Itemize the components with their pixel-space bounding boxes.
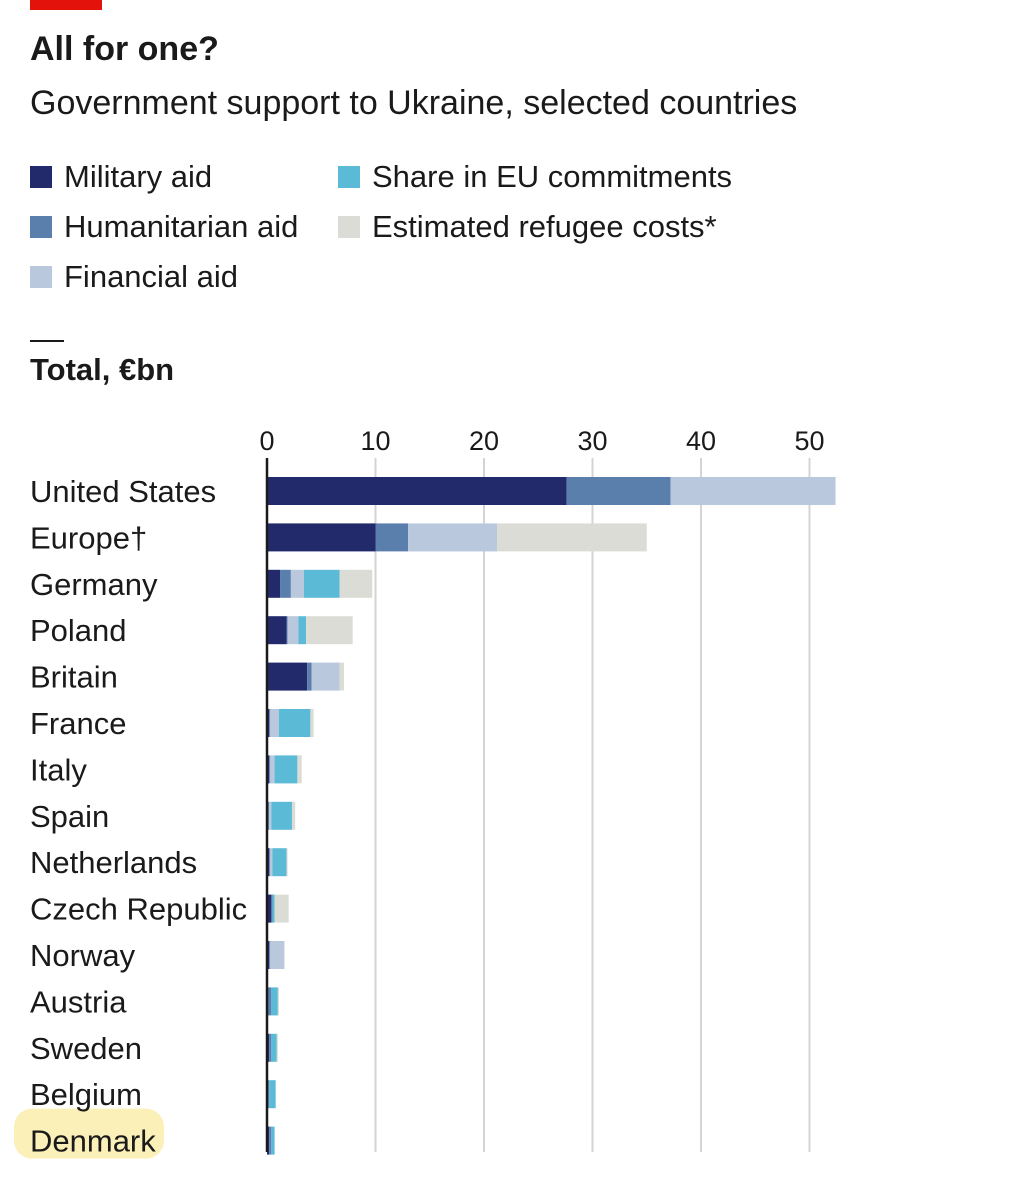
bar-segment-share-in-eu-commitments: [271, 987, 278, 1016]
legend-item-military: Military aid: [30, 157, 212, 197]
bar-segment-humanitarian-aid: [269, 755, 271, 784]
bar-segment-share-in-eu-commitments: [271, 1126, 275, 1155]
bar-segment-humanitarian-aid: [269, 848, 271, 877]
bar-segment-humanitarian-aid: [267, 987, 272, 1016]
bar-segment-estimated-refugee-costs: [310, 709, 314, 737]
category-label: Czech Republic: [30, 892, 247, 927]
x-tick-label-0: 0: [259, 426, 274, 456]
bar-segment-humanitarian-aid: [268, 801, 270, 830]
bar-segment-estimated-refugee-costs: [274, 894, 289, 923]
bar-segment-share-in-eu-commitments: [303, 569, 340, 598]
bar-segment-humanitarian-aid: [280, 569, 291, 598]
bar-segment-estimated-refugee-costs: [276, 1033, 278, 1062]
bar-segment-financial-aid: [270, 941, 285, 969]
bar-segment-estimated-refugee-costs: [286, 848, 288, 877]
category-label: Spain: [30, 799, 109, 834]
bar-segment-estimated-refugee-costs: [306, 616, 353, 645]
bar-segment-share-in-eu-commitments: [272, 848, 287, 877]
category-label: Europe†: [30, 520, 147, 555]
category-label: Germany: [30, 567, 158, 602]
bar-segment-financial-aid: [408, 523, 498, 552]
legend-label-financial: Financial aid: [64, 259, 239, 294]
x-tick-label-10: 10: [360, 426, 390, 456]
bar-segment-humanitarian-aid: [269, 709, 271, 737]
category-label: United States: [30, 474, 216, 509]
brand-red-bar: [30, 0, 102, 10]
category-label: Belgium: [30, 1077, 142, 1112]
category-label: Denmark: [30, 1124, 156, 1159]
bar-segment-share-in-eu-commitments: [272, 894, 275, 923]
bar-segment-military-aid: [267, 569, 281, 598]
bar-segment-financial-aid: [670, 477, 836, 505]
unit-label: Total, €bn: [30, 352, 175, 387]
bar-segment-financial-aid: [270, 848, 273, 877]
x-tick-label-40: 40: [686, 426, 716, 456]
highlight-denmark: [14, 1108, 164, 1159]
chart-title: All for one?: [30, 30, 219, 68]
legend-label-military: Military aid: [64, 159, 213, 194]
bar-segment-military-aid: [267, 616, 287, 645]
category-label: Italy: [30, 752, 87, 787]
bar-segment-share-in-eu-commitments: [269, 1080, 276, 1109]
bar-segment-humanitarian-aid: [268, 1080, 270, 1109]
bar-segment-military-aid: [267, 523, 376, 552]
bar-segment-financial-aid: [270, 755, 275, 784]
bar-segment-estimated-refugee-costs: [297, 755, 302, 784]
bar-segment-share-in-eu-commitments: [298, 616, 307, 645]
bar-segment-military-aid: [267, 894, 272, 923]
category-label: Britain: [30, 660, 118, 695]
bar-segment-humanitarian-aid: [269, 1033, 272, 1062]
legend-swatch-humanitarian: [30, 216, 52, 238]
bar-segment-share-in-eu-commitments: [271, 1033, 277, 1062]
bar-segment-financial-aid: [269, 801, 272, 830]
legend-swatch-military: [30, 166, 52, 188]
bar-segment-financial-aid: [290, 569, 304, 598]
x-tick-label-50: 50: [794, 426, 824, 456]
bar-segment-humanitarian-aid: [307, 662, 312, 691]
legend-item-eu-share: Share in EU commitments: [338, 157, 732, 197]
x-tick-label-30: 30: [577, 426, 607, 456]
bar-segment-estimated-refugee-costs: [497, 523, 647, 552]
bar-segment-humanitarian-aid: [269, 1126, 272, 1155]
legend-label-refugee: Estimated refugee costs*: [372, 209, 717, 244]
legend-item-humanitarian: Humanitarian aid: [30, 207, 298, 247]
bar-segment-military-aid: [267, 662, 308, 691]
category-label: Poland: [30, 613, 127, 648]
category-label: Sweden: [30, 1031, 142, 1066]
bar-segment-humanitarian-aid: [375, 523, 409, 552]
chart-subtitle: Government support to Ukraine, selected …: [30, 84, 798, 122]
bar-segment-estimated-refugee-costs: [277, 987, 279, 1016]
bar-segment-humanitarian-aid: [271, 894, 273, 923]
x-tick-label-20: 20: [469, 426, 499, 456]
category-label: France: [30, 706, 126, 741]
bar-segment-financial-aid: [287, 616, 299, 645]
bar-segment-financial-aid: [270, 709, 279, 737]
bar-segment-military-aid: [267, 477, 567, 505]
bar-segment-financial-aid: [311, 662, 340, 691]
legend-swatch-eu-share: [338, 166, 360, 188]
category-label: Austria: [30, 984, 127, 1019]
bar-segment-share-in-eu-commitments: [274, 755, 298, 784]
bar-segment-humanitarian-aid: [566, 477, 671, 505]
legend-item-financial: Financial aid: [30, 257, 238, 297]
bar-segment-estimated-refugee-costs: [339, 662, 345, 691]
bar-segment-estimated-refugee-costs: [291, 801, 296, 830]
legend-swatch-financial: [30, 266, 52, 288]
bar-segment-humanitarian-aid: [286, 616, 288, 645]
bar-segment-share-in-eu-commitments: [271, 801, 292, 830]
bar-segment-humanitarian-aid: [269, 941, 271, 969]
category-label: Netherlands: [30, 845, 197, 880]
category-label: Norway: [30, 938, 136, 973]
bar-segment-estimated-refugee-costs: [339, 569, 373, 598]
bar-segment-share-in-eu-commitments: [278, 709, 311, 737]
legend-item-refugee: Estimated refugee costs*: [338, 207, 717, 247]
unit-rule: [30, 340, 64, 342]
legend-swatch-refugee: [338, 216, 360, 238]
legend-label-humanitarian: Humanitarian aid: [64, 209, 299, 244]
legend-label-eu-share: Share in EU commitments: [372, 159, 733, 194]
